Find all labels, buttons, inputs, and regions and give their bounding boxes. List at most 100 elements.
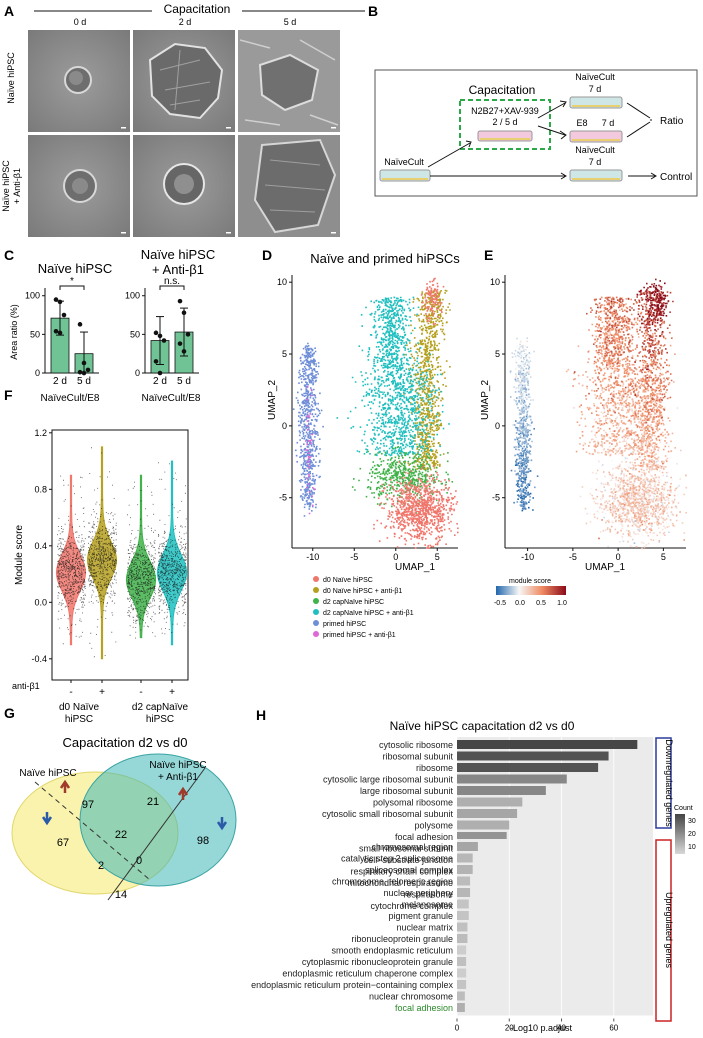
y-tick-label: 0	[35, 368, 40, 378]
term-label: mitochondrial respirasome	[347, 878, 453, 888]
e-xlabel: UMAP_1	[585, 562, 625, 573]
panel-g: Capacitation d2 vs d0 Naïve hiPSC Naïve …	[11, 735, 237, 901]
count-tick-30: 30	[688, 818, 696, 825]
panel-h: Naïve hiPSC capacitation d2 vs d0 cytoso…	[251, 719, 696, 1033]
y-tick-label: 5	[282, 349, 287, 359]
term-bar	[457, 888, 471, 897]
y-tick-label: 50	[130, 329, 140, 339]
h-title: Naïve hiPSC capacitation d2 vs d0	[390, 719, 575, 733]
micrograph-naive-2d	[133, 30, 235, 132]
umap-score-points	[573, 296, 685, 548]
venn-label-antib1-2: + Anti-β1	[158, 772, 198, 783]
x-tick-label: 5 d	[77, 376, 91, 387]
venn-label-antib1-1: Naïve hiPSC	[149, 760, 206, 771]
panel-f: Module score -0.4 0.0 0.4 0.8 1.2 - + - + anti-β…	[12, 428, 189, 725]
legend-swatch	[313, 631, 319, 637]
umap-score-points	[581, 312, 688, 550]
legend-label: d2 capNaïve hiPSC	[323, 599, 384, 606]
term-bar	[457, 957, 467, 966]
data-point	[181, 310, 187, 316]
y-tick-label: 0.0	[34, 597, 47, 607]
y-tick-label: 10	[277, 277, 287, 287]
plot-frame	[51, 429, 189, 681]
term-bar	[457, 853, 473, 863]
term-bar	[457, 797, 523, 807]
y-tick-label: 100	[25, 291, 40, 301]
umap-cluster-points	[336, 296, 450, 457]
umap-score-points	[565, 297, 687, 549]
term-bar	[457, 763, 599, 772]
term-label: respiratory chain complex	[350, 867, 453, 877]
umap-cluster-points	[373, 461, 459, 549]
term-label: small ribosomal subunit	[359, 844, 454, 854]
dish-naivecult-ratio	[569, 96, 623, 109]
data-point	[157, 333, 163, 339]
umap-cluster-points	[420, 277, 445, 325]
x-tick-label: 60	[609, 1024, 618, 1033]
significance-label: *	[70, 276, 74, 287]
term-label: endoplasmic reticulum chaperone complex	[282, 969, 453, 979]
dish-start	[379, 169, 431, 182]
venn-n-left-up: 97	[82, 799, 94, 811]
term-label: cytochrome complex	[370, 901, 453, 911]
dish-e8	[569, 130, 623, 143]
violin-points	[127, 481, 156, 639]
significance-label: n.s.	[164, 276, 180, 287]
f-group1-line2: hiPSC	[65, 714, 93, 725]
data-point	[57, 299, 63, 305]
start-medium: NaïveCult	[384, 157, 424, 167]
term-label: nuclear periphery	[383, 888, 453, 898]
e-ylabel: UMAP_2	[480, 380, 491, 420]
data-point	[181, 349, 187, 354]
capacitation-title: Capacitation	[469, 83, 536, 97]
term-label: cytosolic large ribosomal subunit	[323, 775, 454, 785]
dish-naivecult-control	[569, 169, 623, 182]
g-title: Capacitation d2 vs d0	[62, 735, 187, 750]
row-naive: Naïve hiPSC	[6, 52, 16, 104]
panel-label-h: H	[256, 707, 266, 723]
panel-label-c: C	[4, 247, 14, 263]
term-bar	[457, 1003, 465, 1012]
significance-bracket	[59, 285, 85, 290]
arrow-up-icon	[177, 786, 189, 800]
count-colorbar	[675, 814, 685, 854]
d-ylabel: UMAP_2	[267, 380, 278, 420]
term-label: ribonucleoprotein granule	[351, 934, 453, 944]
term-label: nuclear chromosome	[369, 992, 453, 1002]
micrograph-antib1-0d	[28, 135, 130, 237]
x-tick-label: 2 d	[153, 376, 167, 387]
c-right-xlabel: NaïveCult/E8	[142, 393, 201, 404]
c-left-xlabel: NaïveCult/E8	[41, 393, 100, 404]
legend-swatch	[313, 598, 319, 604]
d-title: Naïve and primed hiPSCs	[310, 251, 460, 266]
panel-label-b: B	[368, 3, 378, 19]
term-bar	[457, 876, 471, 886]
term-label: endoplasmic reticulum protein−containing…	[251, 980, 453, 990]
panel-c: Naïve hiPSC Naïve hiPSC + Anti-β1 Area r…	[9, 247, 215, 404]
x-tick-label: 2 d	[53, 376, 67, 387]
term-bar	[457, 911, 469, 920]
term-label: chromosomal region	[371, 842, 453, 852]
panel-label-e: E	[484, 247, 493, 263]
f-ylabel: Module score	[14, 525, 25, 585]
dish2-days: 7 d	[602, 118, 615, 128]
cbar-tick-4: 1.0	[557, 600, 567, 607]
colorbar-title: module score	[509, 578, 551, 585]
upregulated-box	[655, 839, 672, 1022]
legend-swatch	[313, 576, 319, 582]
count-title: Count	[674, 805, 693, 812]
arrow-down-icon	[41, 812, 53, 826]
control-label: Control	[660, 172, 692, 183]
antibody-sign: -	[139, 687, 142, 698]
f-group1-line1: d0 Naïve	[59, 702, 99, 713]
capacitation-header: Capacitation	[164, 2, 231, 16]
term-label: chromosome, telomeric region	[332, 877, 453, 887]
term-bar	[457, 820, 510, 830]
schematic-arrows	[427, 100, 657, 180]
term-bar	[457, 865, 473, 874]
data-point	[177, 341, 183, 346]
term-bar	[457, 945, 467, 955]
count-tick-10: 10	[688, 844, 696, 851]
term-label: ribosomal subunit	[382, 752, 453, 762]
term-label: cytoplasmic ribonucleoprotein granule	[302, 957, 453, 967]
